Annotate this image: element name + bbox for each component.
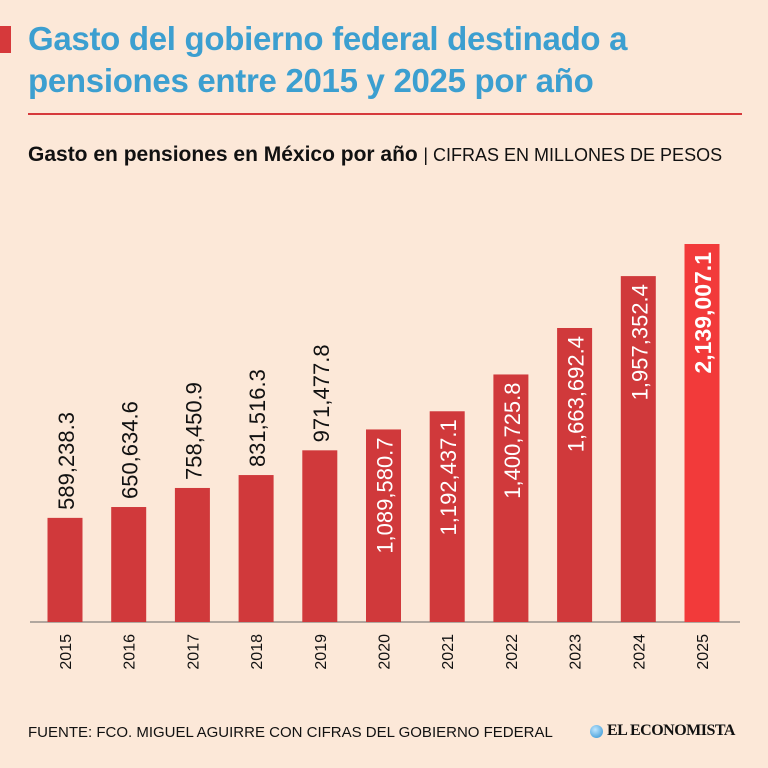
logo-globe-icon — [590, 724, 603, 738]
data-label-2021: 1,192,437.1 — [436, 419, 461, 535]
data-label-2017: 758,450.9 — [181, 382, 206, 480]
bar-2025 — [684, 244, 720, 622]
x-tick-label-2017: 2017 — [185, 634, 202, 670]
source-note: FUENTE: FCO. MIGUEL AGUIRRE CON CIFRAS D… — [28, 724, 553, 741]
bar-2023 — [557, 327, 593, 622]
data-label-2020: 1,089,580.7 — [373, 437, 398, 553]
bar-2019 — [302, 450, 338, 622]
x-tick-label-2021: 2021 — [440, 634, 457, 670]
bar-2020 — [366, 429, 401, 622]
x-tick-label-2019: 2019 — [313, 634, 330, 670]
data-label-2018: 831,516.3 — [245, 369, 270, 467]
el-economista-logo: EL ECONOMISTA — [590, 722, 735, 740]
data-label-2023: 1,663,692.4 — [564, 336, 589, 452]
data-label-2022: 1,400,725.8 — [500, 382, 525, 498]
bar-2018 — [238, 475, 274, 622]
chart-units: | CIFRAS EN MILLONES DE PESOS — [423, 145, 723, 165]
bar-2015 — [47, 517, 83, 622]
title-divider — [28, 113, 742, 115]
logo-text: EL ECONOMISTA — [607, 722, 735, 739]
x-tick-label-2024: 2024 — [631, 634, 648, 670]
bar-2021 — [429, 411, 465, 622]
x-tick-label-2023: 2023 — [568, 634, 585, 670]
data-label-2015: 589,238.3 — [54, 412, 79, 510]
data-label-2025: 2,139,007.1 — [690, 252, 716, 374]
bar-2022 — [493, 374, 529, 622]
bar-2016 — [111, 507, 147, 622]
chart-title: Gasto en pensiones en México por año — [28, 143, 418, 166]
x-tick-label-2022: 2022 — [504, 634, 521, 670]
x-tick-label-2020: 2020 — [377, 634, 394, 670]
x-tick-label-2025: 2025 — [695, 634, 712, 670]
x-tick-label-2015: 2015 — [58, 634, 75, 670]
x-tick-label-2018: 2018 — [249, 634, 266, 670]
data-label-2024: 1,957,352.4 — [627, 284, 652, 400]
page-title: Gasto del gobierno federal destinado a p… — [28, 20, 628, 99]
title-accent-bar — [0, 26, 11, 53]
bar-2017 — [174, 487, 210, 622]
bar-2024 — [620, 276, 656, 622]
data-label-2019: 971,477.8 — [309, 344, 334, 442]
chart-subtitle: Gasto en pensiones en México por año | C… — [28, 138, 728, 172]
x-tick-label-2016: 2016 — [122, 634, 139, 670]
data-label-2016: 650,634.6 — [118, 401, 143, 499]
